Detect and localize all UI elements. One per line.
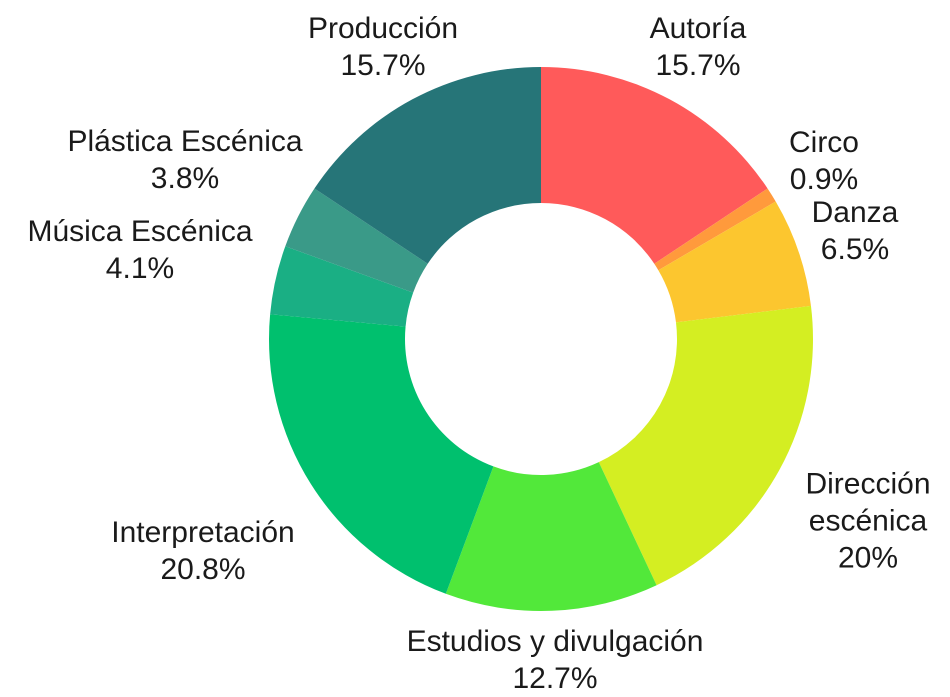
slice-label: Dirección escénica 20% [783,466,950,577]
value-label: 6.5% [820,233,890,266]
slice-label: Plástica Escénica 3.8% [25,123,345,197]
donut-slice [269,314,494,594]
category-label: Circo [788,126,859,159]
category-label: Dirección escénica [805,467,931,538]
slice-label: Estudios y divulgación 12.7% [345,623,765,697]
slice-label: Danza 6.5% [755,194,950,268]
category-label: Autoría [649,12,747,45]
value-label: 20.8% [160,553,246,586]
category-label: Estudios y divulgación [406,625,704,658]
slice-label: Interpretación 20.8% [53,514,353,588]
donut-slice [314,67,541,264]
donut-slice [541,67,768,264]
donut-slice [270,246,414,327]
donut-slice [658,201,811,323]
donut-slice [285,188,428,293]
slice-label: Música Escénica 4.1% [0,213,290,287]
value-label: 3.8% [150,162,220,195]
donut-slice [445,462,657,612]
donut-slice [654,188,776,271]
slice-label: Autoría 15.7% [568,10,828,84]
value-label: 15.7% [340,49,426,82]
donut-slice [598,305,814,586]
value-label: 0.9% [789,163,859,196]
category-label: Interpretación [111,516,295,549]
value-label: 4.1% [105,252,175,285]
slice-label: Circo 0.9% [724,124,924,198]
category-label: Producción [307,12,459,45]
value-label: 20% [837,541,899,575]
category-label: Plástica Escénica [67,125,303,158]
value-label: 15.7% [655,49,741,82]
category-label: Música Escénica [27,215,253,248]
slice-label: Producción 15.7% [253,10,513,84]
category-label: Danza [811,196,899,229]
value-label: 12.7% [512,662,598,695]
